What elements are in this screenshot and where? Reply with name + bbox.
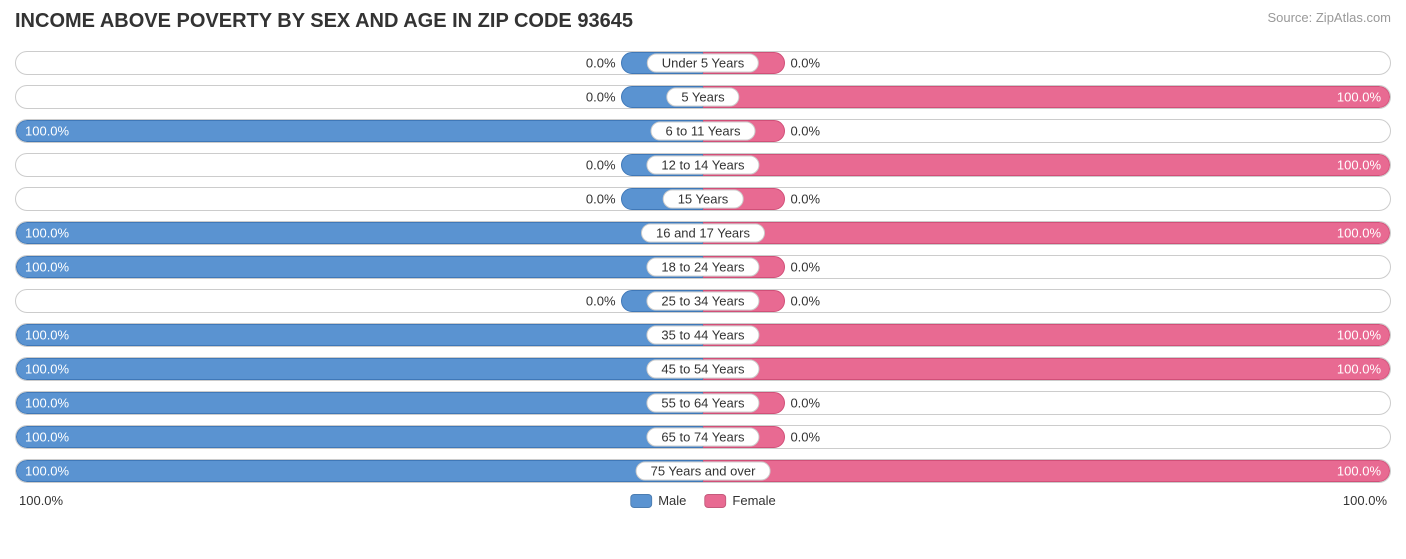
chart-row: 100.0% 0.0% 18 to 24 Years: [15, 255, 1391, 279]
bar-male: 100.0%: [16, 256, 703, 278]
chart-area: 0.0% 0.0% Under 5 Years 0.0% 100.0% 5 Years 10…: [15, 51, 1391, 483]
chart-row: 100.0% 100.0% 75 Years and over: [15, 459, 1391, 483]
bar-male-value: 100.0%: [25, 396, 69, 411]
bar-female-value: 0.0%: [784, 56, 820, 71]
legend-label-female: Female: [732, 493, 775, 508]
chart-row: 100.0% 0.0% 65 to 74 Years: [15, 425, 1391, 449]
category-label: 55 to 64 Years: [646, 394, 759, 413]
bar-female-value: 0.0%: [784, 192, 820, 207]
bar-female-value: 100.0%: [1337, 464, 1381, 479]
bar-female-value: 0.0%: [784, 430, 820, 445]
legend-swatch-female: [704, 494, 726, 508]
chart-row: 0.0% 100.0% 12 to 14 Years: [15, 153, 1391, 177]
legend-label-male: Male: [658, 493, 686, 508]
legend-item-female: Female: [704, 493, 775, 508]
bar-male-value: 100.0%: [25, 362, 69, 377]
category-label: 45 to 54 Years: [646, 360, 759, 379]
bar-female-value: 100.0%: [1337, 90, 1381, 105]
category-label: 25 to 34 Years: [646, 292, 759, 311]
axis-row: 100.0% Male Female 100.0%: [15, 493, 1391, 508]
bar-male-value: 0.0%: [586, 158, 622, 173]
chart-row: 100.0% 100.0% 16 and 17 Years: [15, 221, 1391, 245]
bar-female: 100.0%: [703, 154, 1390, 176]
bar-male-value: 100.0%: [25, 430, 69, 445]
category-label: 15 Years: [663, 190, 744, 209]
chart-title: INCOME ABOVE POVERTY BY SEX AND AGE IN Z…: [15, 10, 633, 33]
bar-male-value: 100.0%: [25, 124, 69, 139]
bar-female-value: 0.0%: [784, 260, 820, 275]
chart-row: 100.0% 100.0% 35 to 44 Years: [15, 323, 1391, 347]
category-label: 5 Years: [666, 88, 739, 107]
category-label: 75 Years and over: [636, 462, 771, 481]
legend-swatch-male: [630, 494, 652, 508]
bar-male-value: 0.0%: [586, 294, 622, 309]
chart-header: INCOME ABOVE POVERTY BY SEX AND AGE IN Z…: [15, 10, 1391, 33]
legend: Male Female: [630, 493, 776, 508]
chart-row: 100.0% 100.0% 45 to 54 Years: [15, 357, 1391, 381]
chart-container: INCOME ABOVE POVERTY BY SEX AND AGE IN Z…: [0, 0, 1406, 559]
category-label: 16 and 17 Years: [641, 224, 765, 243]
chart-row: 0.0% 0.0% 15 Years: [15, 187, 1391, 211]
axis-left-label: 100.0%: [19, 493, 63, 508]
bar-male: 100.0%: [16, 358, 703, 380]
chart-row: 100.0% 0.0% 55 to 64 Years: [15, 391, 1391, 415]
bar-male: 100.0%: [16, 324, 703, 346]
chart-row: 0.0% 100.0% 5 Years: [15, 85, 1391, 109]
bar-male-value: 100.0%: [25, 464, 69, 479]
category-label: 35 to 44 Years: [646, 326, 759, 345]
bar-female: 100.0%: [703, 324, 1390, 346]
bar-female-value: 0.0%: [784, 396, 820, 411]
bar-male: 100.0%: [16, 120, 703, 142]
bar-male-value: 100.0%: [25, 328, 69, 343]
chart-row: 0.0% 0.0% 25 to 34 Years: [15, 289, 1391, 313]
bar-male-value: 0.0%: [586, 90, 622, 105]
bar-male: 100.0%: [16, 222, 703, 244]
bar-male: 100.0%: [16, 426, 703, 448]
legend-item-male: Male: [630, 493, 686, 508]
bar-female-value: 0.0%: [784, 124, 820, 139]
bar-female-value: 100.0%: [1337, 362, 1381, 377]
axis-right-label: 100.0%: [1343, 493, 1387, 508]
category-label: Under 5 Years: [647, 54, 759, 73]
bar-female: 100.0%: [703, 358, 1390, 380]
chart-row: 0.0% 0.0% Under 5 Years: [15, 51, 1391, 75]
category-label: 18 to 24 Years: [646, 258, 759, 277]
bar-male: 100.0%: [16, 460, 703, 482]
category-label: 12 to 14 Years: [646, 156, 759, 175]
bar-male: 100.0%: [16, 392, 703, 414]
bar-male-value: 100.0%: [25, 260, 69, 275]
bar-female: 100.0%: [703, 222, 1390, 244]
bar-female: 100.0%: [703, 460, 1390, 482]
chart-row: 100.0% 0.0% 6 to 11 Years: [15, 119, 1391, 143]
bar-male-value: 100.0%: [25, 226, 69, 241]
bar-male-value: 0.0%: [586, 192, 622, 207]
bar-female-value: 100.0%: [1337, 158, 1381, 173]
category-label: 65 to 74 Years: [646, 428, 759, 447]
chart-source: Source: ZipAtlas.com: [1267, 10, 1391, 25]
bar-female-value: 100.0%: [1337, 328, 1381, 343]
bar-male-value: 0.0%: [586, 56, 622, 71]
bar-female-value: 100.0%: [1337, 226, 1381, 241]
category-label: 6 to 11 Years: [651, 122, 756, 141]
bar-female-value: 0.0%: [784, 294, 820, 309]
bar-female: 100.0%: [703, 86, 1390, 108]
